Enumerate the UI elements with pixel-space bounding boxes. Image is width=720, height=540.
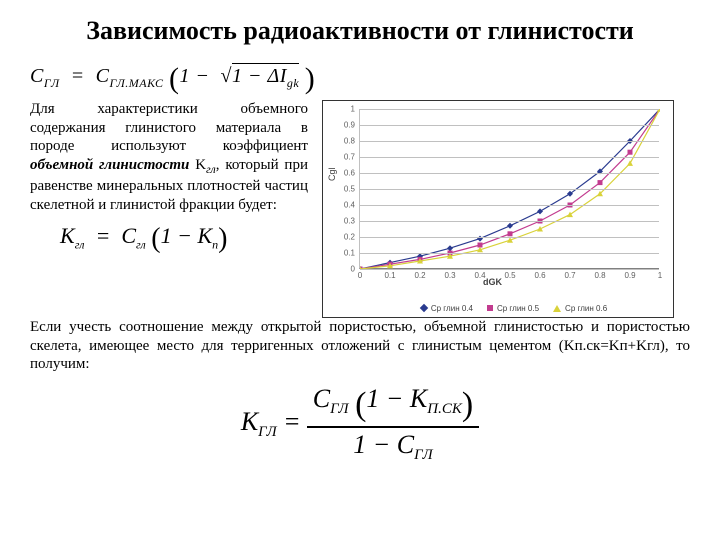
legend-item: Ср глин 0.5 bbox=[487, 304, 539, 313]
chart-xlabel: dGK bbox=[483, 277, 502, 287]
paragraph-1: Для характеристики объемного содержания … bbox=[30, 100, 308, 215]
chart-ylabel: Cgl bbox=[327, 167, 337, 181]
chart-plot-area: 00.10.20.30.40.50.60.70.80.9100.10.20.30… bbox=[359, 109, 659, 269]
equation-2: Kгл = Cгл (1 − Kп) bbox=[60, 223, 308, 255]
equation-1: CГЛ = CГЛ.МАКС (1 − √1 − ΔIgk ) bbox=[30, 62, 315, 96]
paragraph-2: Если учесть соотношение между открытой п… bbox=[30, 318, 690, 374]
chart-container: Cgl 00.10.20.30.40.50.60.70.80.9100.10.2… bbox=[322, 100, 674, 318]
page-title: Зависимость радиоактивности от глинистос… bbox=[30, 16, 690, 46]
equation-3: KГЛ = CГЛ (1 − KП.СК) 1 − CГЛ bbox=[30, 384, 690, 464]
legend-item: Ср глин 0.6 bbox=[553, 304, 607, 313]
legend-item: Ср глин 0.4 bbox=[421, 304, 473, 313]
chart-legend: Ср глин 0.4 Ср глин 0.5 Ср глин 0.6 bbox=[363, 304, 665, 313]
